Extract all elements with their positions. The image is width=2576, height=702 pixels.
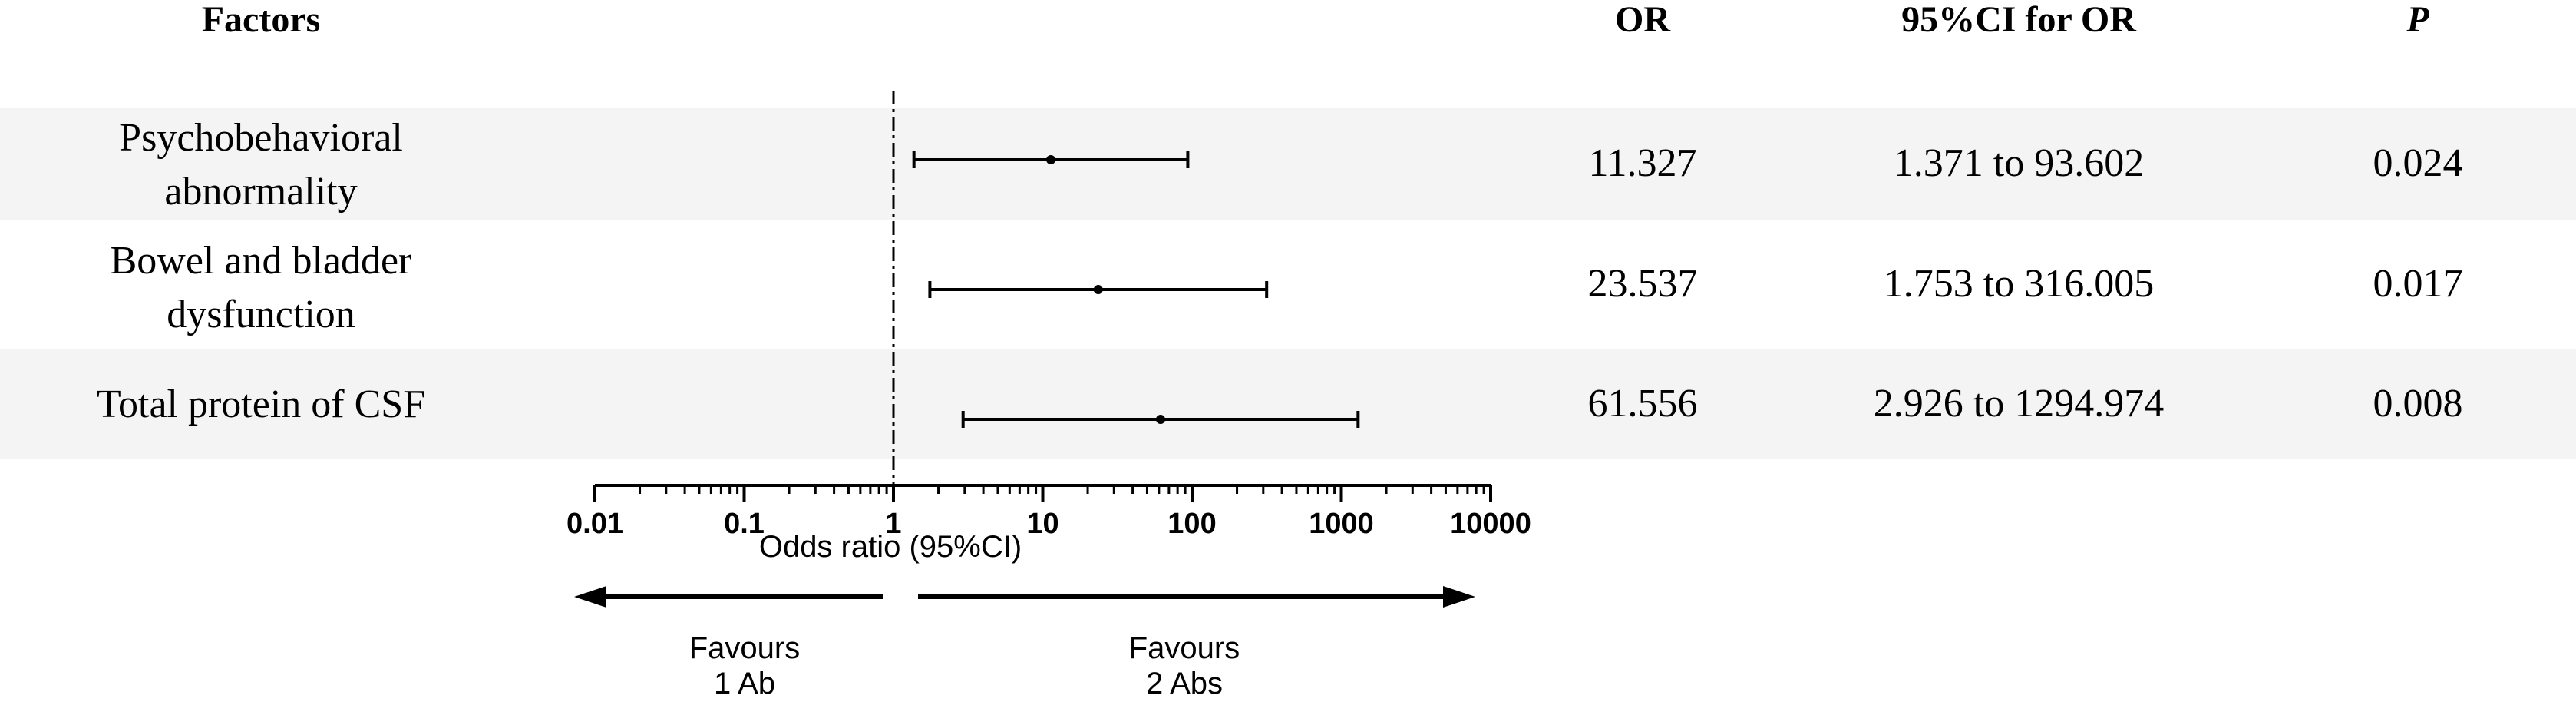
header-p: P	[2406, 0, 2429, 40]
tick-label: 1000	[1309, 508, 1374, 540]
factor-label-line1: Total protein of CSF	[96, 382, 426, 426]
p-value: 0.017	[2373, 262, 2463, 306]
header-ci: 95%CI for OR	[1901, 0, 2136, 40]
tick-label: 0.1	[724, 508, 765, 540]
or-value: 61.556	[1587, 382, 1698, 426]
axis-label: Odds ratio (95%CI)	[759, 530, 1022, 564]
or-value: 23.537	[1587, 262, 1698, 306]
tick-label: 1	[885, 508, 901, 540]
factor-label: Bowel and bladder dysfunction	[0, 234, 522, 342]
point-estimate	[1093, 285, 1103, 294]
factor-label-line2: dysfunction	[167, 293, 355, 336]
favours-right-line2: 2 Abs	[1146, 667, 1223, 700]
ci-value: 1.753 to 316.005	[1883, 262, 2155, 306]
point-estimate	[1156, 415, 1166, 424]
favours-left-line2: 1 Ab	[714, 667, 775, 700]
ci-value: 2.926 to 1294.974	[1873, 382, 2165, 426]
tick-label: 100	[1167, 508, 1216, 540]
favours-right-line1: Favours	[1129, 631, 1240, 665]
factor-label-line1: Psychobehavioral	[119, 116, 403, 160]
favours-left-line1: Favours	[689, 631, 801, 665]
tick-label: 0.01	[566, 508, 623, 540]
arrow-left-head	[574, 586, 606, 608]
factor-label: Psychobehavioral abnormality	[0, 111, 522, 219]
header-or: OR	[1615, 0, 1670, 40]
ci-value: 1.371 to 93.602	[1893, 141, 2145, 185]
p-value: 0.024	[2373, 141, 2463, 185]
row-band-3	[0, 349, 2576, 459]
row-band-1	[0, 108, 2576, 220]
tick-label: 10000	[1450, 508, 1531, 540]
factor-label-line1: Bowel and bladder	[110, 239, 412, 283]
header-factors: Factors	[201, 0, 321, 40]
or-value: 11.327	[1588, 141, 1697, 185]
factor-label: Total protein of CSF	[0, 378, 522, 432]
p-value: 0.008	[2373, 382, 2463, 426]
tick-label: 10	[1026, 508, 1058, 540]
arrow-right-head	[1443, 586, 1475, 608]
factor-label-line2: abnormality	[164, 170, 358, 214]
point-estimate	[1046, 155, 1056, 164]
